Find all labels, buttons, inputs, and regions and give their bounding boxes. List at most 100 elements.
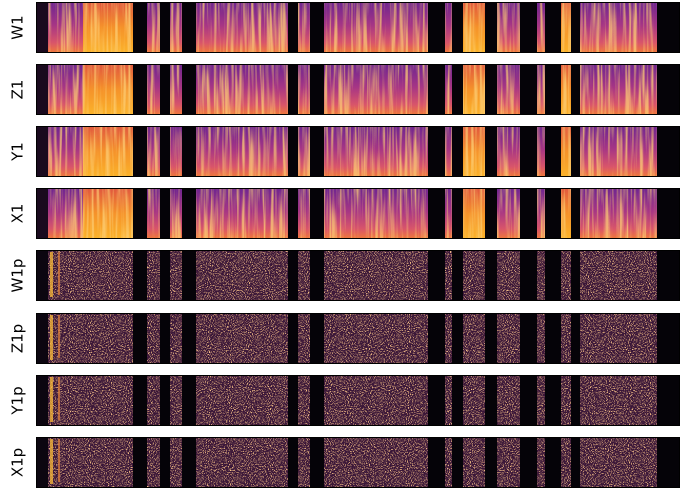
phase-texture	[561, 313, 571, 364]
spectrogram-texture	[445, 126, 452, 177]
phase-texture	[497, 250, 520, 301]
spectrogram-texture	[463, 188, 485, 239]
phase-texture	[497, 375, 520, 426]
spectrogram-texture	[537, 64, 545, 115]
spectrogram-texture	[561, 188, 571, 239]
phase-texture	[537, 313, 545, 364]
phase-texture	[580, 313, 657, 364]
phase-texture	[298, 437, 310, 488]
phase-onset	[50, 252, 53, 297]
spectrogram-texture	[83, 126, 133, 177]
panel-label: W1	[9, 15, 27, 39]
phase-texture	[147, 375, 160, 426]
phase-texture	[170, 437, 182, 488]
phase-texture	[580, 375, 657, 426]
phase-texture	[83, 250, 133, 301]
panel-frame	[36, 126, 680, 177]
phase-texture	[147, 313, 160, 364]
panel-frame	[36, 64, 680, 115]
phase-texture	[463, 250, 485, 301]
phase-texture	[445, 313, 452, 364]
spectrogram-texture	[147, 126, 160, 177]
dark-strip	[36, 188, 48, 239]
phase-onset	[50, 439, 53, 484]
dark-strip	[36, 64, 48, 115]
panel: Y1p	[9, 375, 680, 426]
panel-label: Y1p	[9, 386, 27, 415]
spectrogram-texture	[147, 64, 160, 115]
panel-label: Y1	[9, 142, 27, 162]
dark-strip	[36, 2, 48, 53]
spectrogram-texture	[83, 2, 133, 53]
phase-onset	[50, 315, 53, 360]
phase-texture	[170, 313, 182, 364]
spectrogram-texture	[561, 2, 571, 53]
spectrogram-texture	[170, 126, 182, 177]
phase-texture	[83, 375, 133, 426]
phase-texture	[83, 437, 133, 488]
panel: Z1p	[9, 313, 680, 364]
phase-texture	[83, 313, 133, 364]
phase-onset	[50, 377, 53, 422]
phase-texture	[561, 375, 571, 426]
spectrogram-texture	[580, 2, 657, 53]
dark-strip	[36, 313, 48, 364]
spectrogram-texture	[324, 126, 428, 177]
spectrogram-texture	[147, 188, 160, 239]
spectrogram-texture	[445, 2, 452, 53]
dark-strip	[36, 375, 48, 426]
phase-texture	[196, 437, 288, 488]
spectrogram-texture	[463, 64, 485, 115]
panel: W1	[9, 2, 680, 53]
phase-texture	[48, 437, 83, 488]
phase-texture	[324, 313, 428, 364]
panel-frame	[36, 375, 680, 426]
panel-label: W1p	[9, 259, 27, 293]
spectrogram-texture	[445, 188, 452, 239]
phase-onset	[58, 377, 60, 420]
spectrogram-texture	[324, 2, 428, 53]
spectrogram-texture	[48, 2, 83, 53]
dark-strip	[36, 250, 48, 301]
spectrogram-texture	[170, 2, 182, 53]
spectrogram-texture	[324, 188, 428, 239]
phase-texture	[48, 313, 83, 364]
phase-texture	[147, 437, 160, 488]
phase-texture	[463, 437, 485, 488]
spectrogram-texture	[298, 64, 310, 115]
spectrogram-texture	[170, 64, 182, 115]
spectrogram-texture	[537, 188, 545, 239]
panel: W1p	[9, 250, 680, 301]
spectrogram-texture	[298, 126, 310, 177]
phase-texture	[298, 375, 310, 426]
phase-texture	[561, 437, 571, 488]
phase-onset	[58, 252, 60, 295]
phase-texture	[170, 250, 182, 301]
phase-texture	[497, 437, 520, 488]
panel-frame	[36, 313, 680, 364]
phase-texture	[445, 375, 452, 426]
phase-texture	[561, 250, 571, 301]
phase-texture	[445, 250, 452, 301]
spectrogram-texture	[170, 188, 182, 239]
panel: X1p	[9, 437, 680, 488]
spectrogram-texture	[580, 188, 657, 239]
phase-texture	[147, 250, 160, 301]
spectrogram-texture	[497, 188, 520, 239]
phase-texture	[298, 250, 310, 301]
phase-texture	[48, 250, 83, 301]
phase-texture	[196, 250, 288, 301]
spectrogram-texture	[497, 2, 520, 53]
phase-texture	[537, 250, 545, 301]
phase-texture	[580, 437, 657, 488]
spectrogram-texture	[196, 188, 288, 239]
spectrogram-texture	[580, 64, 657, 115]
panel-label: X1	[9, 204, 27, 224]
panel: X1	[9, 188, 680, 239]
spectrogram-texture	[196, 126, 288, 177]
phase-texture	[537, 437, 545, 488]
spectrogram-texture	[445, 64, 452, 115]
phase-texture	[170, 375, 182, 426]
spectrogram-texture	[537, 2, 545, 53]
phase-texture	[463, 313, 485, 364]
